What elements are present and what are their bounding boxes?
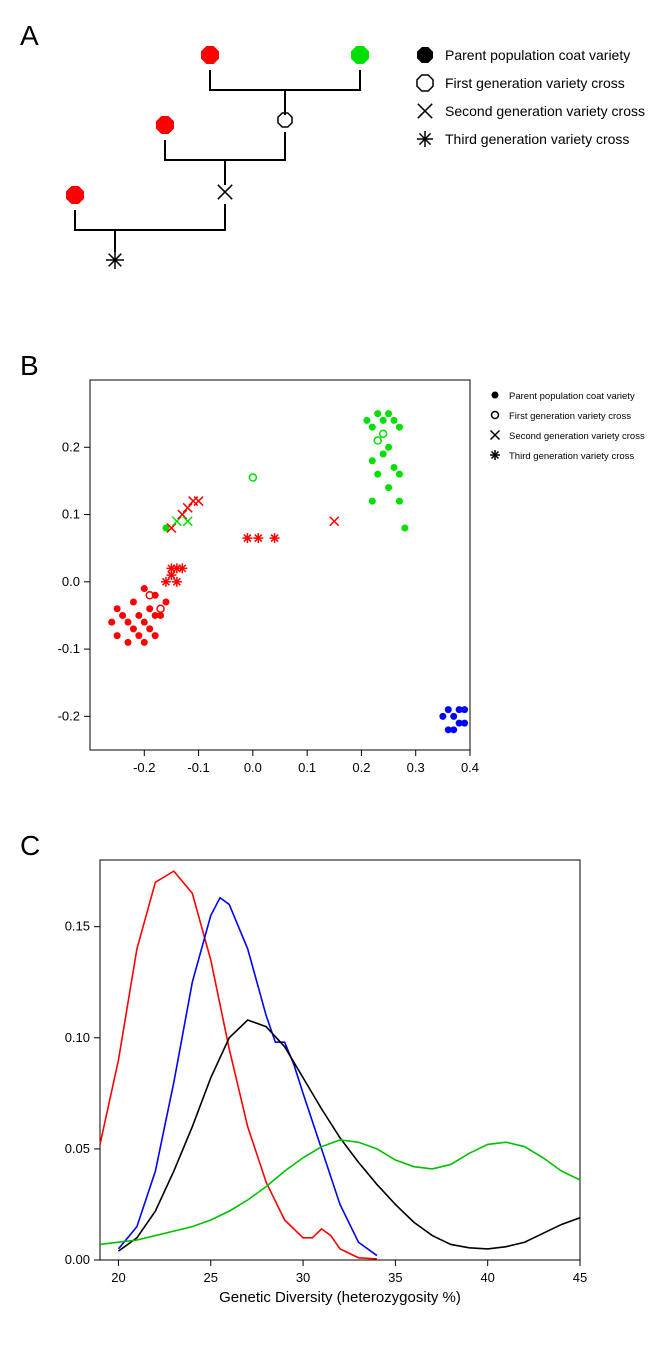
panel-a: A Parent population coat variety First ge… [20, 20, 667, 320]
svg-text:0.3: 0.3 [407, 760, 425, 775]
legend-b-label-2: Second generation variety cross [509, 431, 645, 442]
legend-a-label-2: Second generation variety cross [445, 103, 645, 119]
svg-text:0.0: 0.0 [62, 574, 80, 589]
svg-text:0.05: 0.05 [65, 1141, 90, 1156]
svg-text:-0.2: -0.2 [133, 760, 155, 775]
panel-c-xlabel: Genetic Diversity (heterozygosity %) [219, 1289, 461, 1306]
legend-a-label-1: First generation variety cross [445, 75, 625, 91]
panel-b-svg: -0.2 -0.1 0.0 0.1 0.2 0.3 0.4 -0.2 -0.1 0.0 0.1 0.2… [20, 350, 647, 800]
svg-text:35: 35 [388, 1270, 402, 1285]
legend-b-label-1: First generation variety cross [509, 411, 631, 422]
legend-a-label-3: Third generation variety cross [445, 131, 629, 147]
svg-text:0.2: 0.2 [62, 439, 80, 454]
panel-c: C 20 25 30 35 40 45 0.00 0.05 0.10 0.15 Genetic D… [20, 830, 667, 1310]
panel-b-label: B [20, 350, 39, 382]
svg-text:0.2: 0.2 [352, 760, 370, 775]
panel-b: B -0.2 -0.1 0.0 0.1 0.2 0.3 0.4 -0.2 -0.1 0.0 0.1 0… [20, 350, 667, 800]
panel-c-label: C [20, 830, 40, 862]
svg-text:-0.1: -0.1 [58, 641, 80, 656]
svg-text:0.00: 0.00 [65, 1252, 90, 1267]
legend-a-label-0: Parent population coat variety [445, 47, 630, 63]
panel-a-label: A [20, 20, 39, 52]
panel-b-axes: -0.2 -0.1 0.0 0.1 0.2 0.3 0.4 -0.2 -0.1 0.0 0.1 0.2 [58, 380, 479, 775]
svg-text:45: 45 [573, 1270, 587, 1285]
svg-text:0.10: 0.10 [65, 1030, 90, 1045]
svg-text:40: 40 [480, 1270, 494, 1285]
panel-c-svg: 20 25 30 35 40 45 0.00 0.05 0.10 0.15 Genetic Div… [20, 830, 647, 1310]
legend-b-label-0: Parent population coat variety [509, 391, 635, 402]
svg-text:25: 25 [204, 1270, 218, 1285]
legend-b-label-3: Third generation variety cross [509, 451, 634, 462]
svg-text:0.1: 0.1 [62, 507, 80, 522]
svg-text:30: 30 [296, 1270, 310, 1285]
panel-c-curves [100, 871, 580, 1259]
panel-a-tree [66, 46, 369, 269]
svg-text:0.1: 0.1 [298, 760, 316, 775]
svg-text:0.4: 0.4 [461, 760, 479, 775]
panel-b-legend: Parent population coat variety First gene… [490, 391, 645, 462]
svg-text:0.0: 0.0 [244, 760, 262, 775]
svg-text:-0.1: -0.1 [187, 760, 209, 775]
svg-text:0.15: 0.15 [65, 919, 90, 934]
panel-a-svg: Parent population coat variety First gene… [20, 20, 647, 320]
svg-text:20: 20 [111, 1270, 125, 1285]
panel-a-legend: Parent population coat variety First gene… [417, 47, 645, 147]
svg-text:-0.2: -0.2 [58, 708, 80, 723]
panel-b-points [108, 410, 468, 733]
